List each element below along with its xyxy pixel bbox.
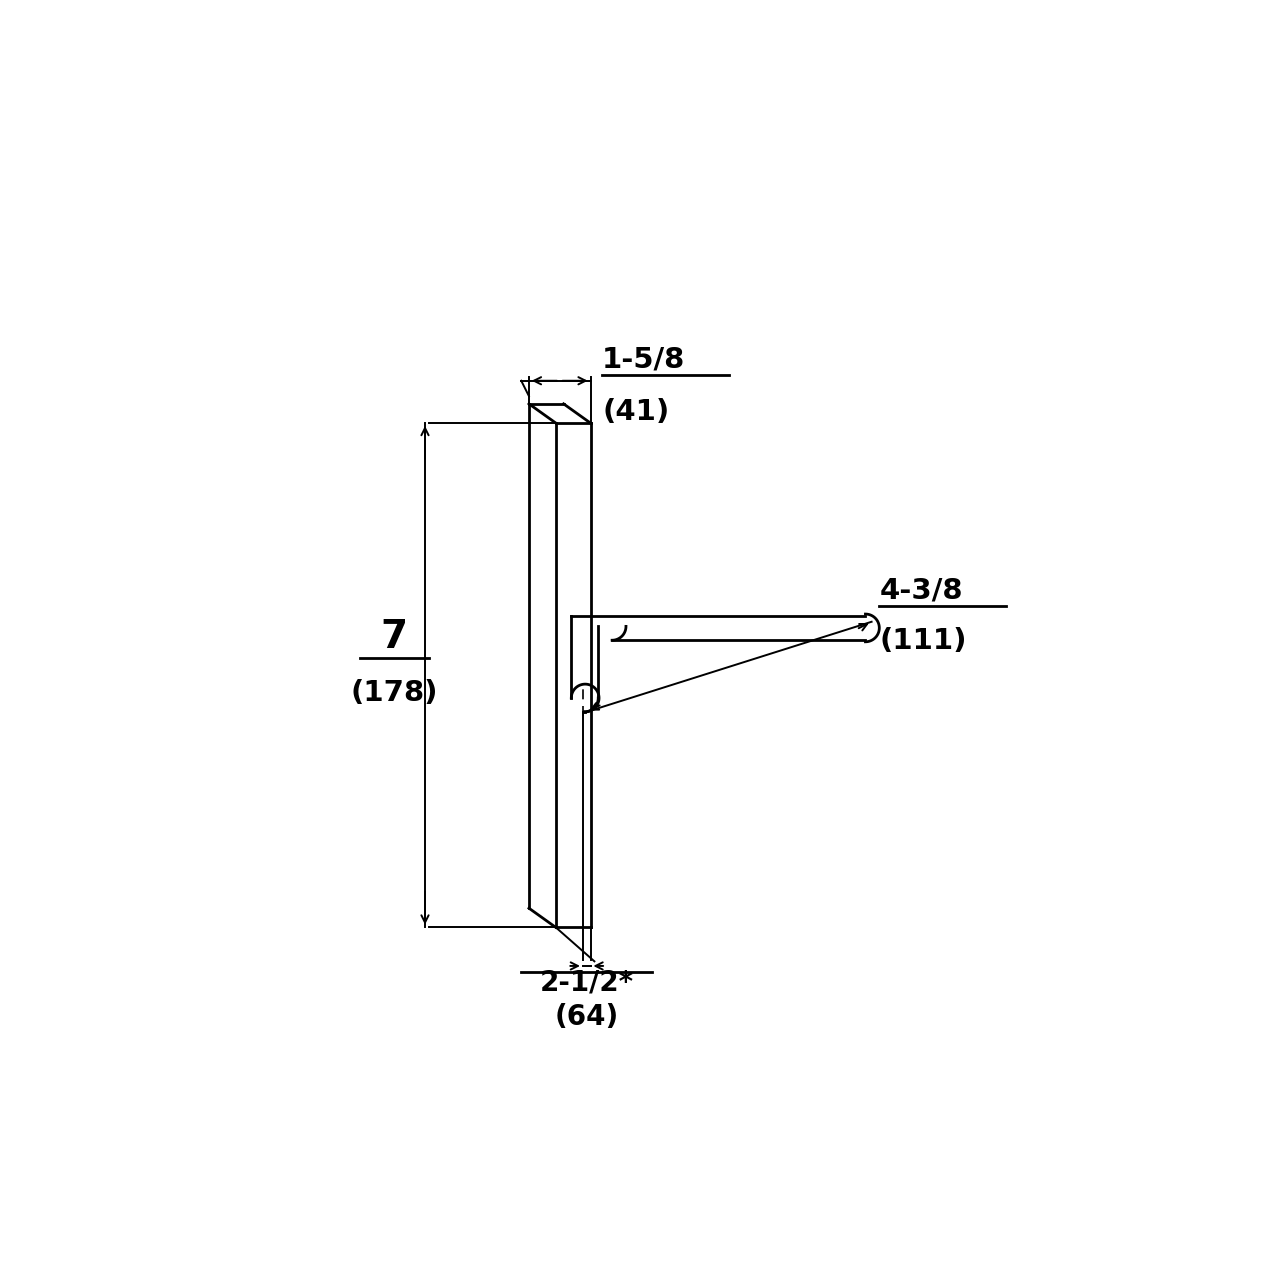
Text: 4-3/8: 4-3/8 [879,576,963,604]
Text: (64): (64) [554,1004,618,1030]
Text: 2-1/2*: 2-1/2* [540,968,634,996]
Text: (178): (178) [351,680,438,707]
Text: (41): (41) [602,398,669,426]
Text: 7: 7 [380,618,408,657]
Text: 1-5/8: 1-5/8 [602,346,685,372]
Text: (111): (111) [879,627,966,655]
